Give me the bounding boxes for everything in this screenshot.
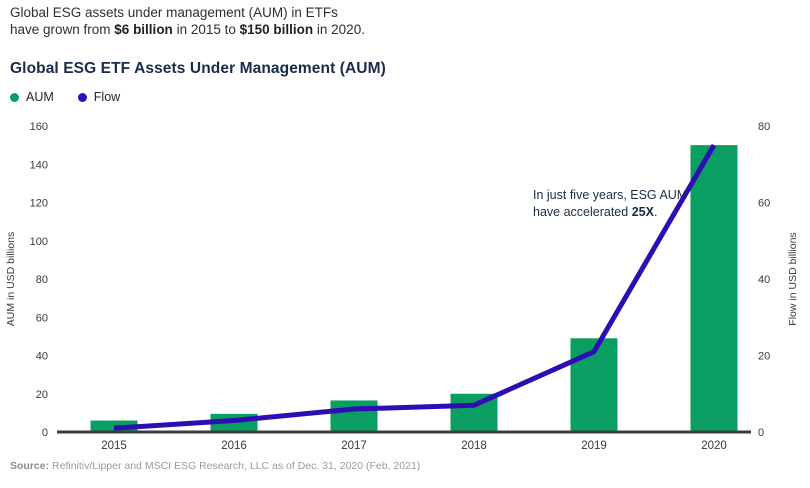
legend-item-flow: Flow — [77, 90, 121, 104]
bar-2015 — [90, 420, 138, 431]
y-axis-left-tick-label: 120 — [30, 198, 48, 210]
x-tick-label-2018: 2018 — [461, 440, 487, 452]
y-axis-right-tick-label: 80 — [758, 121, 770, 133]
y-axis-right-title: Flow in USD billions — [787, 232, 799, 325]
intro-bold-6b: $6 billion — [114, 21, 173, 37]
bar-2020 — [690, 145, 738, 431]
x-tick-label-2015: 2015 — [101, 440, 127, 452]
y-axis-left-tick-label: 140 — [30, 159, 48, 171]
flow-legend-dot-icon — [77, 92, 87, 102]
y-axis-left-tick-label: 160 — [30, 121, 48, 133]
y-axis-left-tick-label: 40 — [36, 351, 48, 363]
x-tick-label-2016: 2016 — [221, 440, 247, 452]
source-text: Refinitiv/Lipper and MSCI ESG Research, … — [52, 460, 421, 472]
y-axis-left-title: AUM in USD billions — [5, 232, 17, 327]
y-axis-left-tick-label: 80 — [36, 274, 48, 286]
legend: AUM Flow — [10, 90, 120, 104]
annotation-25x: 25X — [631, 204, 654, 219]
y-axis-left-tick-label: 100 — [30, 236, 48, 248]
x-tick-label-2017: 2017 — [341, 440, 367, 452]
annotation-line1: In just five years, ESG AUM — [533, 188, 688, 202]
y-axis-left-tick-label: 20 — [36, 389, 48, 401]
y-axis-left-tick-label: 0 — [42, 427, 48, 439]
x-axis-line — [57, 430, 751, 434]
legend-label-aum: AUM — [26, 90, 54, 104]
intro-line2: have grown from $6 billion in 2015 to $1… — [10, 21, 365, 37]
source-note: Source: Refinitiv/Lipper and MSCI ESG Re… — [10, 460, 420, 472]
intro-bold-150b: $150 billion — [239, 21, 314, 37]
legend-label-flow: Flow — [93, 90, 121, 104]
y-axis-right-tick-label: 0 — [758, 427, 764, 439]
intro-text: Global ESG assets under management (AUM)… — [10, 5, 365, 38]
annotation-line2: have accelerated 25X. — [533, 204, 658, 219]
legend-item-aum: AUM — [10, 90, 54, 104]
y-axis-left-tick-label: 60 — [36, 312, 48, 324]
bar-2017 — [330, 400, 378, 431]
x-tick-label-2020: 2020 — [701, 440, 727, 452]
y-axis-right-tick-label: 40 — [758, 274, 770, 286]
chart-annotation: In just five years, ESG AUM have acceler… — [533, 187, 687, 220]
aum-legend-dot-icon — [10, 92, 19, 102]
source-label: Source: — [10, 460, 50, 472]
y-axis-right-tick-label: 20 — [758, 351, 770, 363]
intro-line1: Global ESG assets under management (AUM)… — [10, 5, 338, 20]
y-axis-right-tick-label: 60 — [758, 198, 770, 210]
chart-title: Global ESG ETF Assets Under Management (… — [10, 60, 386, 77]
flow-line — [113, 143, 717, 431]
x-tick-label-2019: 2019 — [581, 440, 607, 452]
